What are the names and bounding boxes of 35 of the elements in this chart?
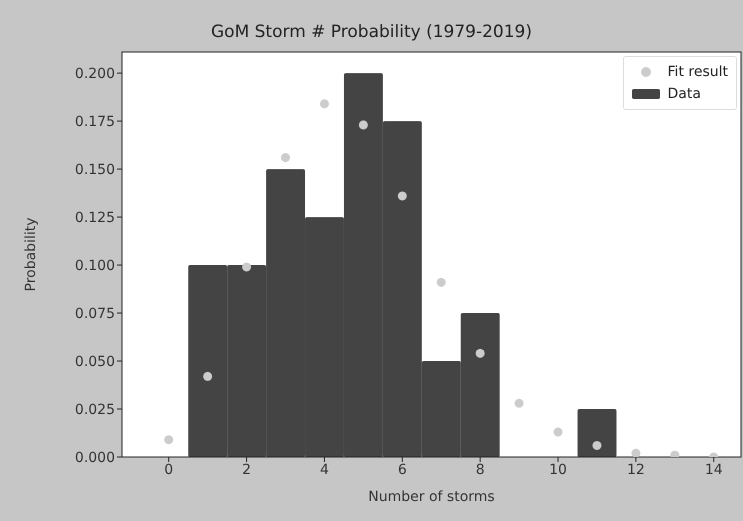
y-axis-title: Probability (22, 217, 39, 292)
point (242, 262, 252, 272)
legend-label: Fit result (668, 64, 728, 80)
point (476, 348, 485, 358)
point (554, 428, 563, 437)
y-tick-label: 0.175 (74, 114, 115, 130)
point (592, 440, 602, 450)
x-tick-label: 14 (704, 462, 723, 478)
legend-label: Data (668, 86, 701, 102)
y-tick-label: 0.025 (74, 402, 115, 418)
point (203, 372, 212, 381)
x-tick-label: 12 (626, 462, 645, 478)
x-tick-label: 8 (476, 462, 485, 478)
x-tick-label: 4 (320, 462, 329, 478)
y-tick-label: 0.100 (74, 258, 115, 274)
y-tick-label: 0.125 (74, 210, 115, 226)
y-tick-label: 0.150 (74, 162, 115, 178)
chart-title: GoM Storm # Probability (1979-2019) (210, 22, 533, 42)
x-tick-label: 10 (549, 462, 567, 478)
y-tick-label: 0.050 (74, 354, 115, 370)
point (358, 120, 368, 130)
x-tick-label: 6 (398, 462, 407, 478)
y-tick-label: 0.200 (74, 66, 115, 82)
point (436, 278, 446, 287)
x-tick-label: 0 (164, 462, 174, 478)
x-axis-title: Number of storms (368, 489, 495, 505)
point (631, 448, 640, 457)
x-tick-label: 2 (242, 462, 252, 478)
point (398, 191, 407, 200)
y-tick-label: 0.075 (74, 306, 115, 322)
point (164, 435, 174, 444)
point (280, 153, 290, 162)
point (514, 398, 524, 408)
point (320, 99, 329, 108)
y-tick-label: 0.000 (74, 450, 115, 466)
